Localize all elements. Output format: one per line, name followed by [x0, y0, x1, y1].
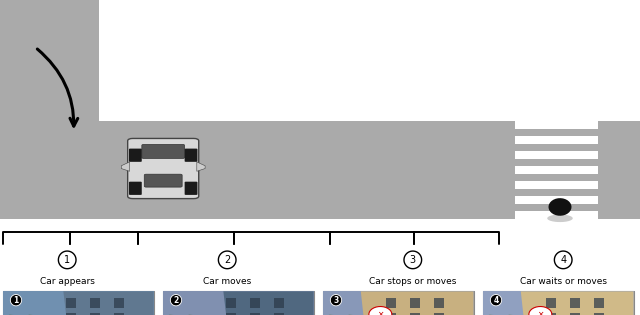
Polygon shape	[0, 121, 640, 219]
Polygon shape	[3, 291, 154, 315]
Polygon shape	[435, 313, 444, 315]
Polygon shape	[490, 295, 502, 306]
Polygon shape	[361, 291, 474, 315]
Polygon shape	[275, 313, 284, 315]
Text: 1: 1	[13, 296, 19, 305]
Polygon shape	[515, 151, 598, 159]
Text: Car waits or moves: Car waits or moves	[520, 278, 607, 286]
Text: 4: 4	[560, 255, 566, 265]
FancyBboxPatch shape	[323, 291, 474, 315]
Polygon shape	[595, 313, 604, 315]
Polygon shape	[170, 295, 182, 306]
Text: ✕: ✕	[537, 310, 543, 315]
Polygon shape	[595, 298, 604, 308]
Polygon shape	[115, 313, 124, 315]
Text: Car stops or moves: Car stops or moves	[369, 278, 456, 286]
Polygon shape	[250, 298, 260, 308]
Polygon shape	[67, 313, 76, 315]
Polygon shape	[227, 313, 236, 315]
Polygon shape	[223, 291, 314, 315]
FancyBboxPatch shape	[128, 139, 198, 199]
Polygon shape	[227, 298, 236, 308]
Polygon shape	[197, 162, 205, 171]
Polygon shape	[387, 313, 396, 315]
Polygon shape	[570, 313, 580, 315]
Polygon shape	[515, 166, 598, 174]
FancyBboxPatch shape	[129, 149, 142, 162]
Text: 3: 3	[410, 255, 416, 265]
Polygon shape	[529, 306, 552, 315]
Polygon shape	[515, 196, 598, 204]
Polygon shape	[515, 136, 598, 144]
Polygon shape	[218, 251, 236, 269]
Polygon shape	[275, 298, 284, 308]
Polygon shape	[10, 295, 22, 306]
Polygon shape	[483, 291, 634, 315]
Text: Car moves: Car moves	[203, 278, 252, 286]
Polygon shape	[547, 298, 556, 308]
Polygon shape	[404, 251, 422, 269]
Polygon shape	[0, 0, 99, 121]
Polygon shape	[90, 313, 100, 315]
Polygon shape	[63, 291, 154, 315]
FancyBboxPatch shape	[184, 182, 197, 195]
Polygon shape	[323, 291, 474, 315]
Polygon shape	[570, 298, 580, 308]
Polygon shape	[410, 313, 420, 315]
FancyBboxPatch shape	[184, 149, 197, 162]
Text: 3: 3	[333, 296, 339, 305]
Polygon shape	[548, 198, 572, 216]
Polygon shape	[435, 298, 444, 308]
FancyBboxPatch shape	[142, 144, 184, 158]
Polygon shape	[122, 162, 130, 171]
Polygon shape	[547, 313, 556, 315]
Text: 2: 2	[173, 296, 179, 305]
FancyBboxPatch shape	[144, 174, 182, 187]
Polygon shape	[58, 251, 76, 269]
Text: Car appears: Car appears	[40, 278, 95, 286]
FancyBboxPatch shape	[163, 291, 314, 315]
Polygon shape	[369, 306, 392, 315]
Polygon shape	[90, 298, 100, 308]
Polygon shape	[554, 251, 572, 269]
FancyBboxPatch shape	[483, 291, 634, 315]
Polygon shape	[163, 291, 314, 315]
Text: 1: 1	[64, 255, 70, 265]
Polygon shape	[547, 215, 573, 222]
Polygon shape	[515, 211, 598, 219]
Polygon shape	[115, 298, 124, 308]
FancyBboxPatch shape	[3, 291, 154, 315]
Polygon shape	[330, 295, 342, 306]
Text: 2: 2	[224, 255, 230, 265]
Polygon shape	[67, 298, 76, 308]
Polygon shape	[410, 298, 420, 308]
Polygon shape	[515, 121, 598, 129]
Text: ✕: ✕	[377, 310, 383, 315]
Polygon shape	[515, 181, 598, 189]
Polygon shape	[521, 291, 634, 315]
FancyBboxPatch shape	[129, 182, 142, 195]
Text: 4: 4	[493, 296, 499, 305]
Polygon shape	[250, 313, 260, 315]
Polygon shape	[387, 298, 396, 308]
